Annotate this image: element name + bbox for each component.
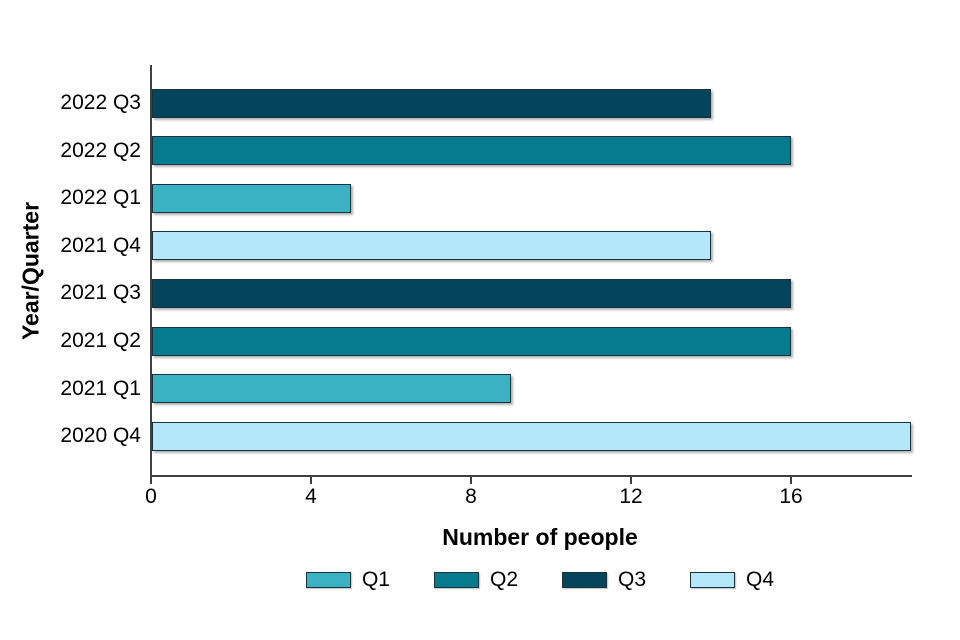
legend-label-q4: Q4 [746,568,775,591]
legend-item-q3: Q3 [562,568,646,592]
x-tick-label-4: 4 [305,485,317,508]
bar-2021-q2 [152,326,791,356]
bar-2021-q3 [152,278,791,308]
legend-swatch-q1 [305,572,351,588]
x-axis-title: Number of people [442,524,638,550]
x-tick-label-16: 16 [779,485,803,508]
category-label-2022-q1: 2022 Q1 [60,186,141,210]
x-tick-16 [790,477,792,484]
legend-item-q4: Q4 [690,568,774,592]
category-label-2021-q3: 2021 Q3 [60,281,141,305]
legend-swatch-q4 [690,572,736,588]
legend-label-q1: Q1 [361,568,390,591]
legend-swatch-q2 [433,572,479,588]
bar-2022-q3 [152,88,711,118]
x-tick-label-8: 8 [465,485,477,508]
x-axis-line [150,475,912,477]
bar-2020-q4 [152,421,911,451]
category-label-2021-q4: 2021 Q4 [60,233,141,257]
category-label-2022-q2: 2022 Q2 [60,138,141,162]
category-label-2020-q4: 2020 Q4 [60,424,141,448]
bar-2022-q2 [152,136,791,166]
x-tick-label-0: 0 [145,485,157,508]
y-axis-line [150,65,152,477]
legend-label-q2: Q2 [489,568,518,591]
legend: Q1 Q2 Q3 Q4 [120,568,960,592]
x-tick-label-12: 12 [619,485,643,508]
x-tick-8 [470,477,472,484]
y-axis-title: Year/Quarter [17,201,44,341]
legend-item-q2: Q2 [433,568,518,592]
bar-2021-q4 [152,231,711,261]
x-tick-12 [630,477,632,484]
bar-2022-q1 [152,183,351,213]
legend-label-q3: Q3 [618,568,647,591]
category-label-2022-q3: 2022 Q3 [60,91,141,114]
legend-item-q1: Q1 [305,568,390,592]
x-tick-0 [150,477,152,484]
bar-2021-q1 [152,374,511,404]
category-label-2021-q1: 2021 Q1 [60,376,141,400]
x-tick-4 [310,477,312,484]
category-label-2021-q2: 2021 Q2 [60,329,141,352]
legend-swatch-q3 [562,572,607,588]
